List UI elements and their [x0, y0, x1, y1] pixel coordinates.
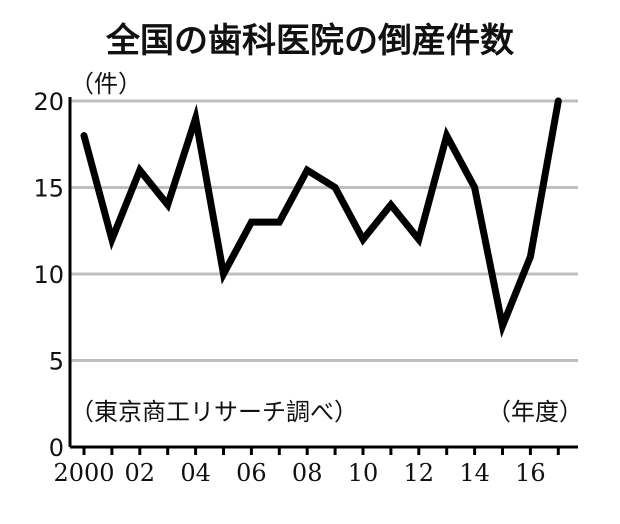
y-tick-label-5: 5 — [49, 348, 64, 376]
x-tick-label-06: 06 — [236, 459, 267, 487]
data-point-2015 — [502, 325, 503, 327]
data-point-2001 — [111, 238, 113, 240]
x-tick-label-02: 02 — [125, 459, 156, 487]
y-tick-labels: 0 5 10 15 20 — [33, 88, 64, 462]
x-tick-label-2000: 2000 — [53, 459, 114, 487]
x-tick-label-14: 14 — [459, 459, 490, 487]
data-point-2008 — [306, 169, 308, 171]
data-series — [80, 97, 562, 339]
data-point-2005 — [223, 273, 224, 275]
data-point-2011 — [390, 204, 392, 206]
data-point-2014 — [474, 187, 476, 188]
data-point-2016 — [529, 256, 531, 258]
source-note: （東京商工リサーチ調べ） — [70, 398, 358, 426]
x-tick-label-08: 08 — [292, 459, 323, 487]
data-point-2012 — [418, 238, 420, 240]
data-point-2010 — [362, 238, 364, 240]
series-line — [80, 97, 562, 339]
data-point-2013 — [446, 135, 448, 137]
data-point-2002 — [139, 169, 141, 171]
data-point-2006 — [250, 221, 252, 223]
x-tick-label-12: 12 — [404, 459, 435, 487]
data-point-2003 — [167, 204, 169, 206]
data-point-2007 — [278, 221, 280, 223]
y-tick-label-10: 10 — [33, 261, 64, 289]
x-tick-label-04: 04 — [180, 459, 211, 487]
y-tick-label-0: 0 — [49, 434, 64, 462]
data-point-2009 — [334, 187, 336, 188]
y-axis-unit-label: （件） — [70, 70, 142, 98]
x-tick-label-16: 16 — [515, 459, 546, 487]
y-tick-label-20: 20 — [33, 88, 64, 116]
y-tick-label-15: 15 — [33, 175, 64, 203]
x-tick-label-10: 10 — [348, 459, 379, 487]
data-point-2004 — [195, 117, 197, 119]
chart-title: 全国の歯科医院の倒産件数 — [105, 21, 514, 61]
data-point-2000 — [83, 135, 85, 137]
data-point-2017 — [557, 100, 559, 102]
x-tick-labels: 2000 02 04 06 08 10 12 14 16 — [53, 447, 560, 487]
x-axis-unit-label: （年度） — [487, 398, 583, 426]
